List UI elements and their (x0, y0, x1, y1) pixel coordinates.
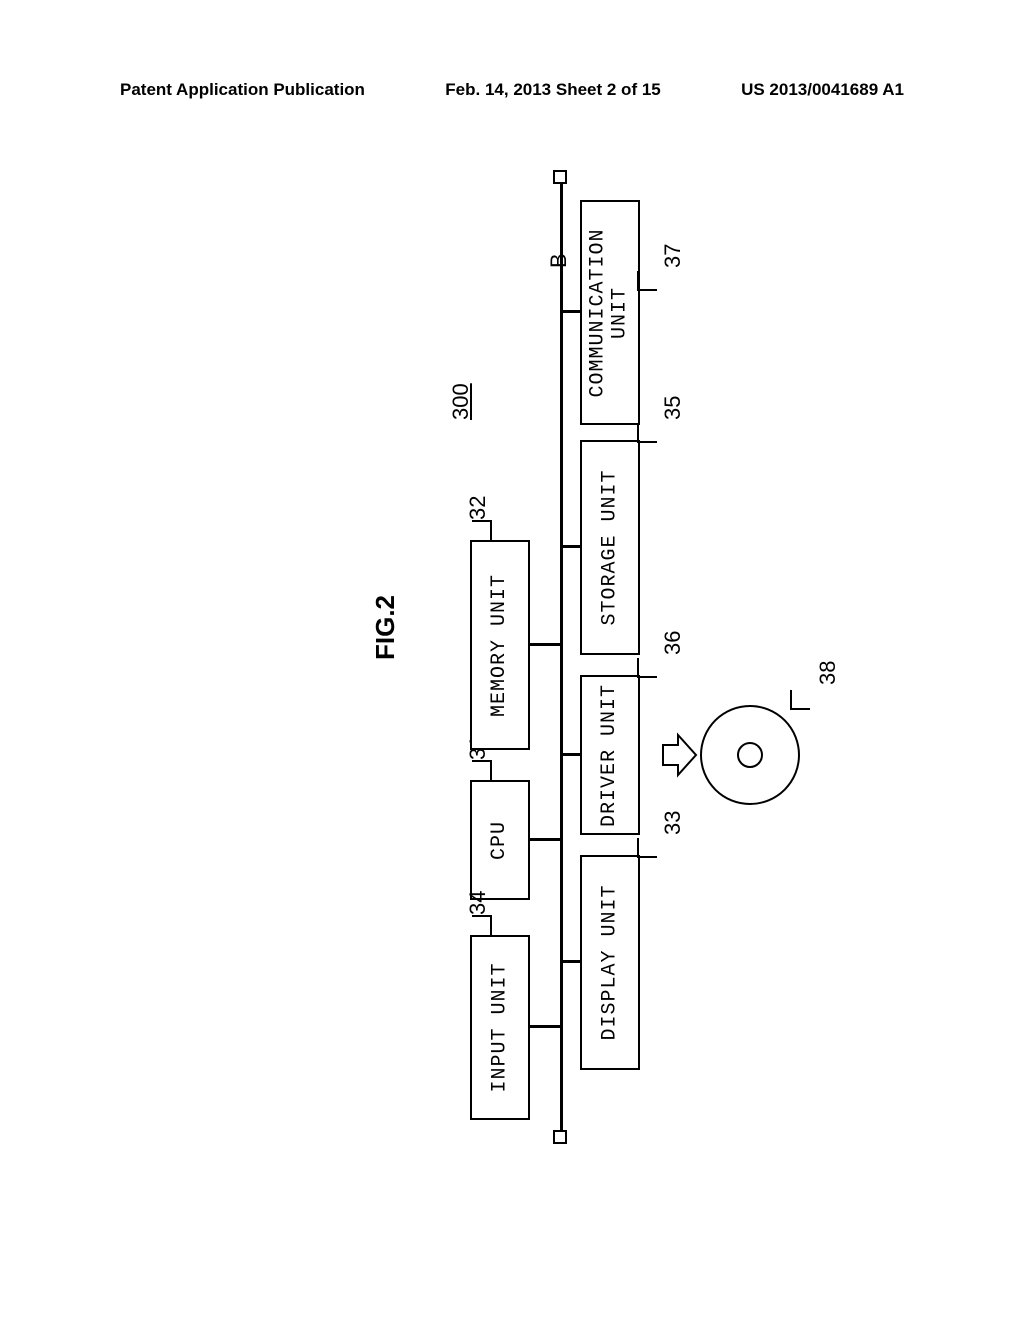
memory-lead (472, 520, 492, 540)
comm-connector (560, 310, 580, 313)
arrow-icon (658, 730, 698, 780)
header-left: Patent Application Publication (120, 80, 365, 100)
system-ref: 300 (448, 383, 474, 420)
bus (560, 182, 563, 1132)
input-block: INPUT UNIT (470, 935, 530, 1120)
memory-label: MEMORY UNIT (489, 573, 512, 716)
driver-connector (560, 753, 580, 756)
page-header: Patent Application Publication Feb. 14, … (0, 80, 1024, 100)
disc-hole-icon (737, 742, 763, 768)
display-label: DISPLAY UNIT (599, 884, 622, 1040)
display-block: DISPLAY UNIT (580, 855, 640, 1070)
cpu-connector (530, 838, 560, 841)
display-lead (637, 838, 657, 858)
driver-block: DRIVER UNIT (580, 675, 640, 835)
input-connector (530, 1025, 560, 1028)
bus-label: B (546, 253, 572, 268)
disc-lead (790, 690, 810, 710)
storage-connector (560, 545, 580, 548)
comm-lead (637, 271, 657, 291)
header-center: Feb. 14, 2013 Sheet 2 of 15 (445, 80, 660, 100)
cpu-label: CPU (488, 820, 511, 859)
comm-block: COMMUNICATIONUNIT (580, 200, 640, 425)
storage-lead (637, 423, 657, 443)
display-connector (560, 960, 580, 963)
disc-ref: 38 (815, 661, 841, 685)
driver-label: DRIVER UNIT (599, 683, 622, 826)
driver-lead (637, 658, 657, 678)
comm-label: COMMUNICATIONUNIT (588, 228, 632, 397)
input-lead (472, 915, 492, 935)
diagram: FIG.2 300 B CPU 31 MEMORY UNIT 32 INPUT … (100, 160, 924, 1210)
memory-connector (530, 643, 560, 646)
cpu-lead (472, 760, 492, 780)
storage-ref: 35 (660, 396, 686, 420)
memory-block: MEMORY UNIT (470, 540, 530, 750)
header-right: US 2013/0041689 A1 (741, 80, 904, 100)
cpu-block: CPU (470, 780, 530, 900)
input-label: INPUT UNIT (489, 962, 512, 1092)
storage-label: STORAGE UNIT (599, 469, 622, 625)
figure-title: FIG.2 (370, 595, 401, 660)
storage-block: STORAGE UNIT (580, 440, 640, 655)
bus-terminal-bottom (553, 1130, 567, 1144)
comm-ref: 37 (660, 244, 686, 268)
memory-ref: 32 (465, 496, 491, 520)
input-ref: 34 (465, 891, 491, 915)
display-ref: 33 (660, 811, 686, 835)
bus-terminal-top (553, 170, 567, 184)
driver-ref: 36 (660, 631, 686, 655)
